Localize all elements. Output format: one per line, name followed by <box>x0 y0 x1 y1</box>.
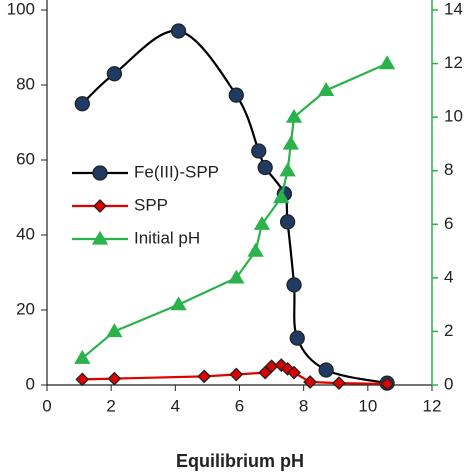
x-tick-label: 0 <box>42 396 51 415</box>
point <box>228 87 244 103</box>
y-tick-label: 0 <box>26 374 35 393</box>
point <box>107 371 122 386</box>
point <box>332 376 346 391</box>
y2-tick-label: 12 <box>444 53 463 72</box>
y-tick-label: 60 <box>16 149 35 168</box>
y2-tick-label: 6 <box>444 214 453 233</box>
point <box>279 162 296 177</box>
y2-tick-label: 2 <box>444 321 453 340</box>
y-tick-label: 80 <box>16 74 35 93</box>
point <box>318 362 334 378</box>
point <box>380 376 395 391</box>
point <box>253 215 271 230</box>
series-line <box>81 62 388 360</box>
y-tick-label: 40 <box>16 224 35 243</box>
point <box>303 375 318 389</box>
x-axis-label: Equilibrium pH <box>176 451 304 471</box>
x-tick-label: 2 <box>106 396 115 415</box>
point <box>197 369 212 384</box>
x-tick-label: 4 <box>171 396 180 415</box>
point <box>282 135 299 150</box>
point <box>251 143 267 159</box>
point <box>106 66 123 82</box>
y-tick-label: 100 <box>7 0 35 18</box>
legend-label: Fe(III)-SPP <box>134 162 219 181</box>
y2-tick-label: 0 <box>444 374 453 393</box>
legend-marker <box>93 199 107 213</box>
x-tick-label: 10 <box>358 396 377 415</box>
point <box>106 323 123 338</box>
point <box>74 96 90 112</box>
point <box>378 55 396 70</box>
point <box>286 277 302 293</box>
point <box>229 367 244 382</box>
legend-marker <box>92 165 108 181</box>
y2-tick-label: 4 <box>444 267 453 286</box>
point <box>289 330 305 346</box>
y-tick-label: 20 <box>16 299 35 318</box>
y2-tick-label: 10 <box>444 107 463 126</box>
legend-marker <box>91 230 109 245</box>
point <box>75 372 90 387</box>
point <box>273 189 290 204</box>
point <box>170 23 187 39</box>
point <box>170 296 187 311</box>
point <box>74 349 91 364</box>
point <box>285 108 303 123</box>
point <box>287 365 301 380</box>
point <box>228 269 245 284</box>
x-tick-label: 6 <box>235 396 244 415</box>
x-tick-label: 12 <box>423 396 442 415</box>
point <box>247 242 264 257</box>
point <box>257 159 273 176</box>
point <box>279 214 296 230</box>
point <box>317 82 335 97</box>
y2-tick-label: 8 <box>444 160 453 179</box>
y2-tick-label: 14 <box>444 0 463 18</box>
x-tick-label: 8 <box>299 396 308 415</box>
legend-label: SPP <box>134 195 168 214</box>
legend-label: Initial pH <box>134 228 200 247</box>
